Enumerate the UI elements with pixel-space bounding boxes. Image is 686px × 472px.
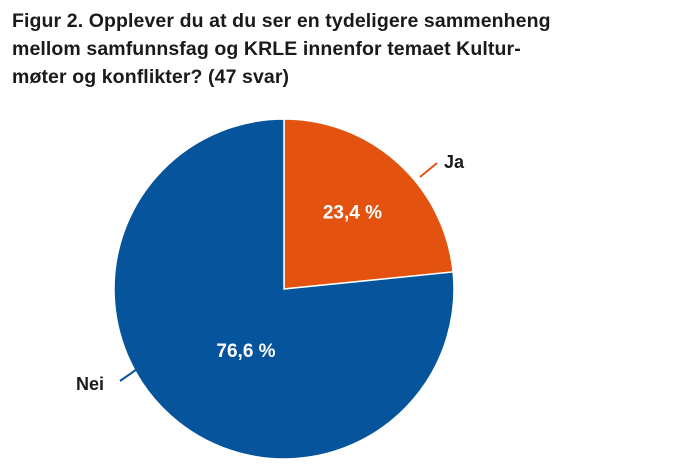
- chart-title-line-3: møter og konflikter? (47 svar): [12, 66, 290, 88]
- leader-line-ja: [419, 162, 438, 178]
- pie-slice-nei: [113, 118, 455, 460]
- chart-title-line-2: mellom samfunnsfag og KRLE innenfor tema…: [12, 38, 521, 60]
- slice-category-label-nei: Nei: [76, 374, 104, 394]
- pie-slice-ja: [283, 118, 454, 290]
- leader-line-nei: [119, 366, 141, 382]
- slice-value-label-nei: 76,6 %: [216, 341, 275, 362]
- slice-value-label-ja: 23,4 %: [323, 202, 382, 223]
- chart-title-line-1: Figur 2. Opplever du at du ser en tydeli…: [12, 10, 551, 32]
- slice-category-label-ja: Ja: [444, 152, 465, 172]
